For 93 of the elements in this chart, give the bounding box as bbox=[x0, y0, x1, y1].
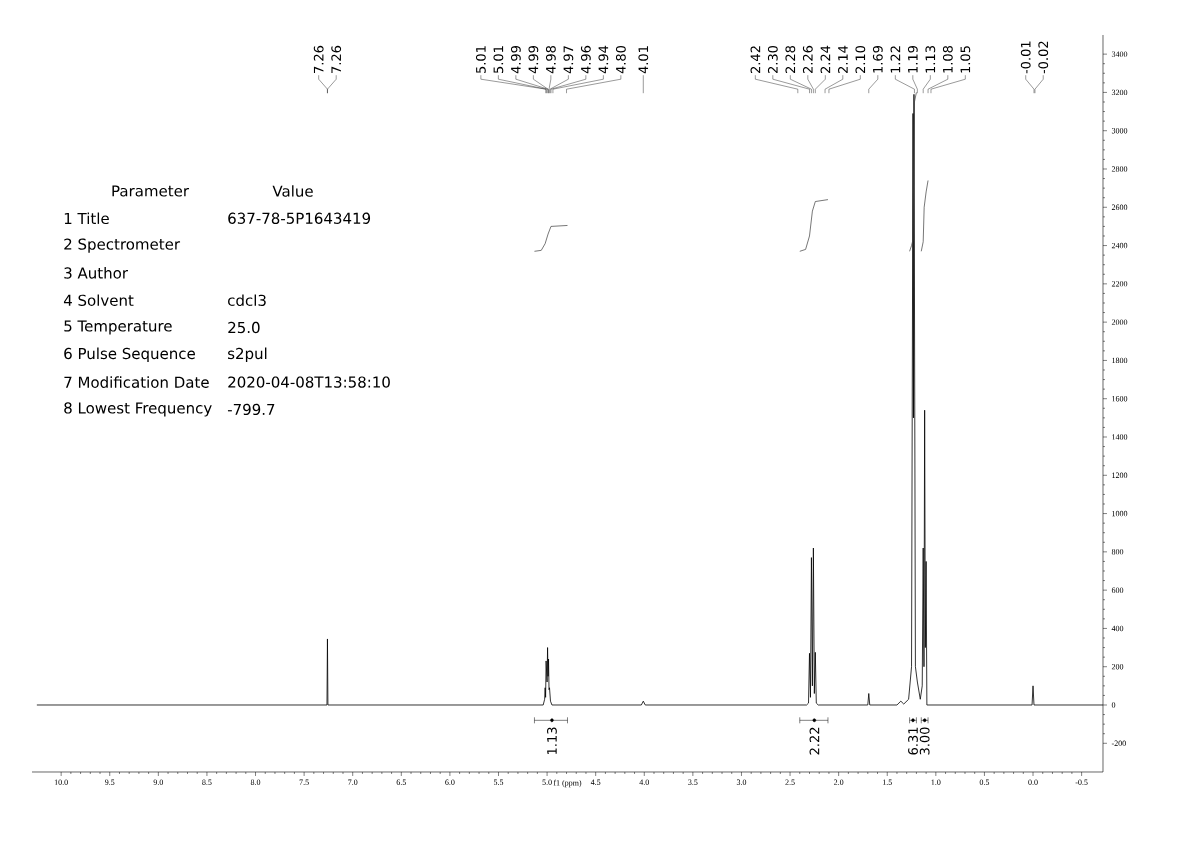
x-tick-label: 4.5 bbox=[590, 779, 601, 785]
x-tick-label: 1.0 bbox=[931, 779, 941, 785]
x-tick-label: 4.0 bbox=[639, 779, 649, 785]
x-tick-label: 8.5 bbox=[202, 779, 212, 785]
annotation: 2.22 bbox=[809, 727, 820, 755]
annotation: 7.26 bbox=[331, 45, 342, 73]
x-tick-label: 5.5 bbox=[493, 779, 504, 785]
annotation: 4.99 bbox=[510, 45, 521, 74]
annotation: 3 Author bbox=[64, 267, 128, 279]
y-tick-label: 400 bbox=[1111, 625, 1124, 632]
x-tick-label: 0.0 bbox=[1028, 779, 1038, 785]
annotation: 1.22 bbox=[890, 46, 901, 73]
annotation: 4.97 bbox=[563, 46, 574, 74]
annotation: -0.02 bbox=[1038, 41, 1049, 74]
annotation: 2 Spectrometer bbox=[64, 238, 181, 253]
x-tick-label: 0.5 bbox=[979, 779, 990, 785]
y-tick-label: 2400 bbox=[1111, 242, 1128, 249]
line-series bbox=[909, 92, 917, 252]
y-tick-label: 200 bbox=[1111, 664, 1124, 670]
y-tick-label: 1600 bbox=[1112, 396, 1128, 402]
annotation: 2.10 bbox=[855, 45, 866, 74]
y-tick-label: 0 bbox=[1111, 702, 1116, 708]
x-tick-label: 3.5 bbox=[688, 779, 698, 785]
annotation: 5.01 bbox=[493, 46, 504, 73]
x-tick-label: 7.0 bbox=[348, 779, 358, 785]
annotation: 7.26 bbox=[313, 45, 324, 73]
y-tick-label: 2800 bbox=[1111, 166, 1128, 172]
x-tick-label: 2.0 bbox=[833, 779, 844, 785]
annotation: 2.26 bbox=[802, 45, 813, 74]
y-tick-label: 2000 bbox=[1111, 319, 1128, 325]
annotation: 2.28 bbox=[785, 45, 796, 74]
y-tick-label: 2200 bbox=[1111, 281, 1128, 287]
annotation: 4.98 bbox=[545, 45, 556, 74]
y-tick-label: 1400 bbox=[1112, 434, 1128, 440]
x-tick-label: 7.5 bbox=[299, 779, 309, 785]
annotation: 6 Pulse Sequence bbox=[64, 347, 195, 363]
annotation: -799.7 bbox=[227, 403, 275, 416]
x-tick-label: 9.0 bbox=[153, 779, 164, 785]
annotation: cdcl3 bbox=[228, 294, 266, 307]
annotation: 2020-04-08T13:58:10 bbox=[228, 376, 390, 388]
annotation: 1.13 bbox=[547, 727, 557, 755]
annotation: 5 Temperature bbox=[64, 320, 172, 335]
x-tick-label: 5.0 bbox=[542, 779, 552, 785]
annotation: 4.80 bbox=[615, 45, 626, 74]
annotation: 4.96 bbox=[580, 45, 591, 74]
y-tick-label: 800 bbox=[1111, 549, 1124, 555]
annotation: 2.24 bbox=[820, 45, 831, 74]
annotation: 8 Lowest Frequency bbox=[64, 402, 212, 417]
y-tick-label: 1000 bbox=[1112, 510, 1128, 517]
y-tick-label: 1800 bbox=[1112, 357, 1128, 364]
annotation: -0.01 bbox=[1020, 41, 1031, 74]
x-axis-title: f1 (ppm) bbox=[553, 779, 582, 788]
annotation: 2.42 bbox=[750, 46, 761, 74]
line-series bbox=[799, 199, 829, 252]
annotation: 25.0 bbox=[228, 321, 260, 334]
annotation: 1.13 bbox=[925, 46, 936, 73]
annotation: 2.30 bbox=[767, 45, 778, 74]
x-tick-label: 8.0 bbox=[250, 779, 261, 785]
x-tick-label: 10.0 bbox=[54, 779, 68, 785]
annotation: 5.01 bbox=[475, 46, 486, 73]
x-tick-label: 9.5 bbox=[104, 779, 115, 785]
x-tick-label: 6.5 bbox=[396, 779, 406, 785]
annotation: 3.00 bbox=[919, 727, 930, 755]
annotation: s2pul bbox=[228, 347, 267, 363]
annotation: 1.69 bbox=[872, 45, 883, 73]
annotation: 1.05 bbox=[960, 46, 971, 73]
y-tick-label: 1200 bbox=[1112, 472, 1128, 478]
annotation: 4 Solvent bbox=[63, 294, 134, 307]
annotation: 1 Title bbox=[64, 212, 109, 225]
annotation: 4.94 bbox=[598, 45, 609, 74]
annotation: Value bbox=[272, 185, 313, 197]
annotation: 1.08 bbox=[942, 45, 953, 73]
line-series bbox=[534, 225, 568, 252]
y-tick-label: 3400 bbox=[1111, 51, 1128, 57]
y-tick-label: 3200 bbox=[1111, 89, 1128, 96]
x-tick-label: 6.0 bbox=[445, 779, 455, 785]
x-tick-label: 1.5 bbox=[882, 779, 892, 785]
line-series bbox=[920, 180, 929, 252]
annotation: 7 Modification Date bbox=[64, 376, 209, 388]
annotation: 2.14 bbox=[838, 45, 848, 74]
y-tick-label: 600 bbox=[1111, 587, 1124, 593]
x-tick-label: 2.5 bbox=[785, 779, 795, 785]
y-tick-label: 2600 bbox=[1111, 204, 1128, 210]
annotation: 6.31 bbox=[908, 727, 918, 755]
annotation: 637-78-5P1643419 bbox=[228, 212, 371, 224]
annotation: 1.19 bbox=[907, 45, 918, 73]
annotation: Parameter bbox=[112, 185, 190, 197]
annotation: 4.99 bbox=[528, 45, 539, 74]
y-tick-label: 3000 bbox=[1111, 128, 1128, 134]
annotation: 4.01 bbox=[638, 46, 649, 74]
x-tick-label: 3.0 bbox=[736, 779, 747, 785]
x-tick-label: -0.5 bbox=[1075, 779, 1088, 785]
y-tick-label: -200 bbox=[1111, 740, 1126, 746]
